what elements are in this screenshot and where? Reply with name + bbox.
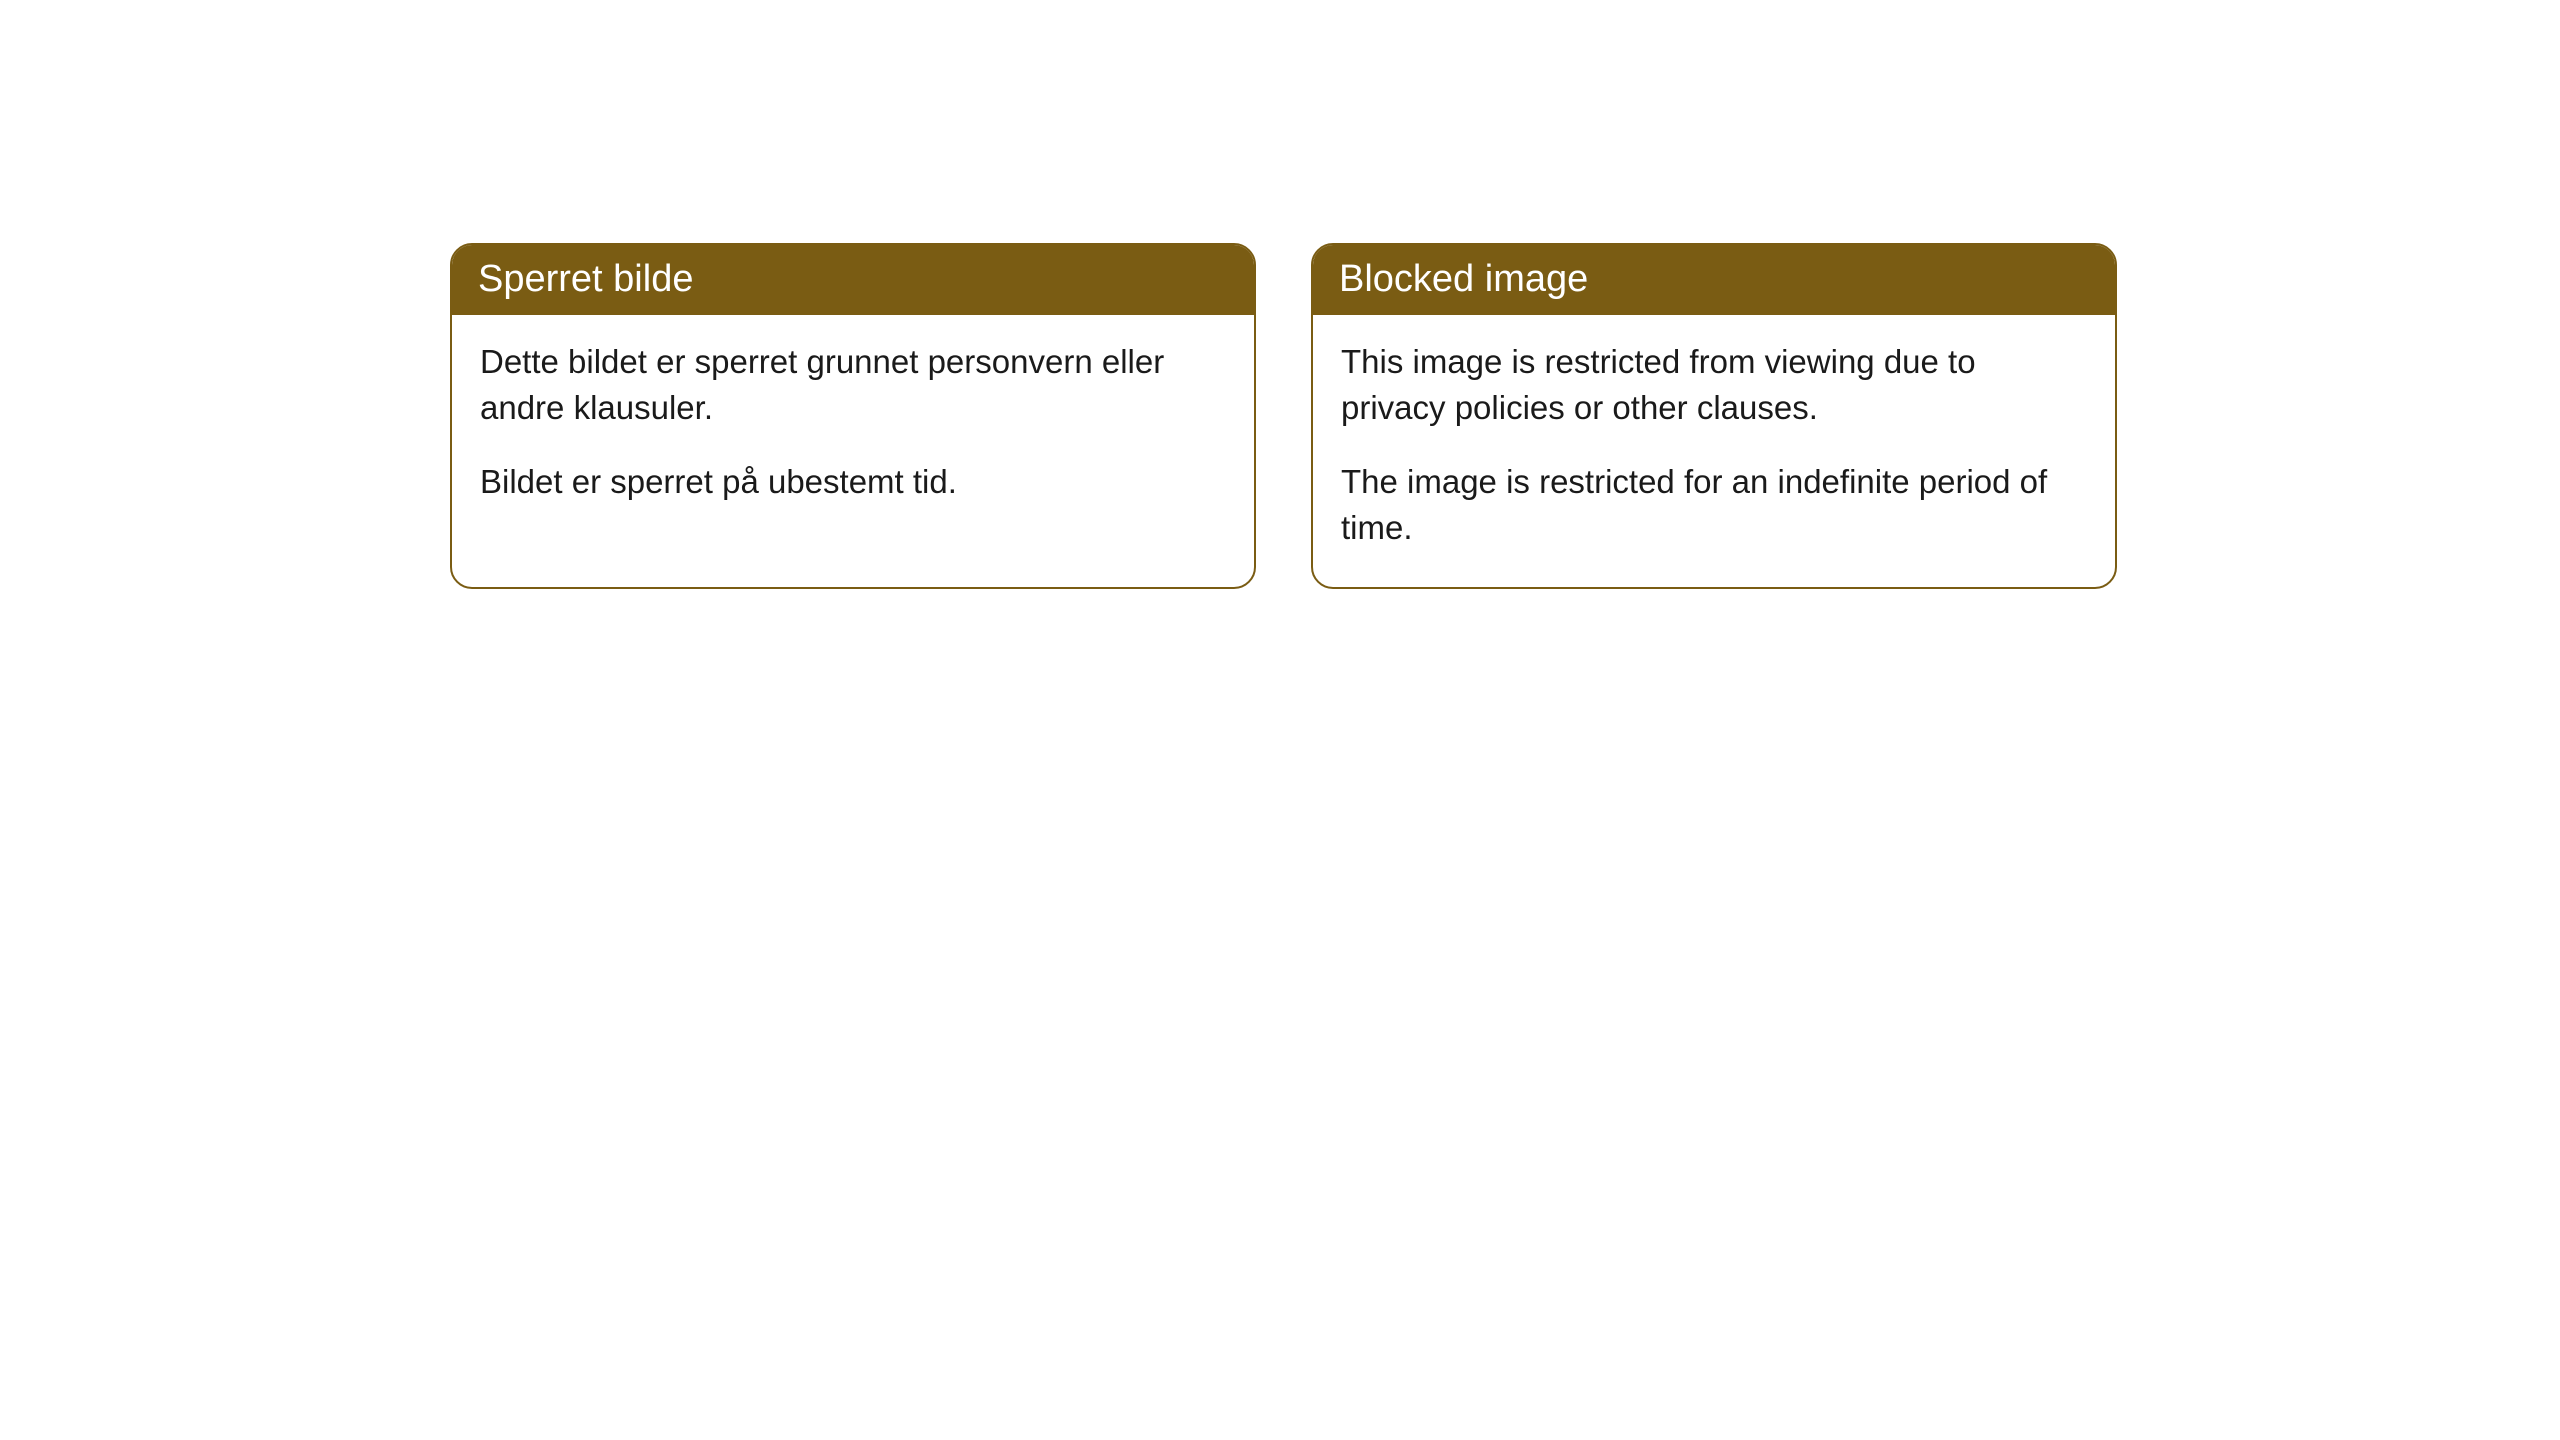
card-header-en: Blocked image xyxy=(1313,245,2115,315)
card-body-en: This image is restricted from viewing du… xyxy=(1313,315,2115,588)
card-paragraph: The image is restricted for an indefinit… xyxy=(1341,459,2087,551)
notice-container: Sperret bilde Dette bildet er sperret gr… xyxy=(450,243,2117,589)
card-header-no: Sperret bilde xyxy=(452,245,1254,315)
card-body-no: Dette bildet er sperret grunnet personve… xyxy=(452,315,1254,542)
card-paragraph: Dette bildet er sperret grunnet personve… xyxy=(480,339,1226,431)
card-paragraph: This image is restricted from viewing du… xyxy=(1341,339,2087,431)
notice-card-no: Sperret bilde Dette bildet er sperret gr… xyxy=(450,243,1256,589)
card-paragraph: Bildet er sperret på ubestemt tid. xyxy=(480,459,1226,505)
notice-card-en: Blocked image This image is restricted f… xyxy=(1311,243,2117,589)
